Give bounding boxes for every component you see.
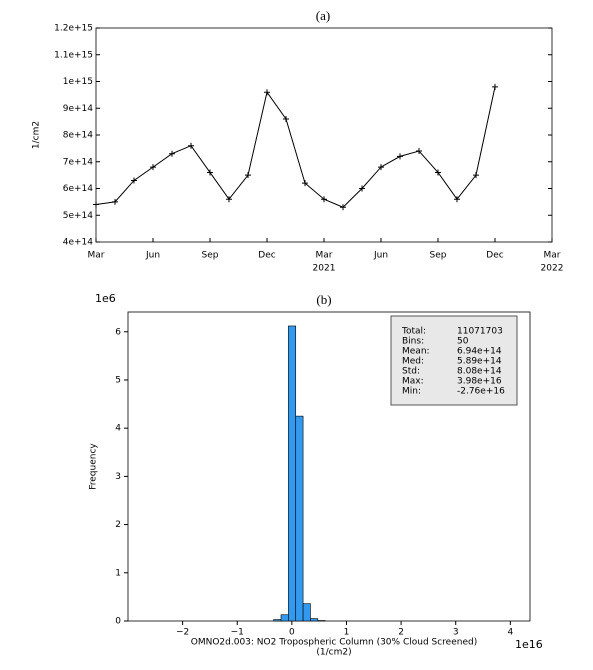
x-tick-label: Dec: [258, 251, 275, 261]
data-marker: [302, 180, 308, 187]
x-tick-label: Mar: [88, 251, 105, 261]
y-tick-label: 2: [115, 520, 121, 530]
plot-frame: [95, 27, 553, 243]
y-tick-label: 1.2e+15: [54, 24, 93, 34]
stats-label: Max:: [402, 377, 424, 387]
data-marker: [112, 198, 118, 205]
data-marker: [454, 196, 460, 203]
y-tick-label: 4: [115, 424, 121, 434]
x-tick-label: 0: [289, 628, 295, 638]
x-year-label: 2022: [541, 264, 564, 274]
bar: [273, 619, 282, 622]
stats-label: Min:: [402, 387, 421, 397]
stats-label: Bins:: [402, 337, 424, 347]
data-marker: [492, 83, 498, 90]
bar: [310, 618, 319, 622]
x-axis-label: (1/cm2): [316, 648, 351, 658]
data-marker: [93, 201, 99, 208]
y-axis-label: Frequency: [89, 443, 99, 490]
y-tick-label: 1.1e+15: [54, 50, 93, 60]
bar: [288, 325, 297, 622]
data-marker: [169, 150, 175, 157]
bar: [295, 415, 304, 622]
stats-value: 50: [457, 337, 469, 347]
data-marker: [321, 196, 327, 203]
x-offset-label: 1e16: [515, 638, 543, 651]
stats-value: 11071703: [457, 327, 503, 337]
x-axis-label: OMNO2d.003: NO2 Tropospheric Column (30%…: [191, 638, 477, 648]
data-marker: [226, 196, 232, 203]
data-marker: [150, 164, 156, 171]
y-tick-label: 1e+15: [63, 77, 93, 87]
data-marker: [473, 172, 479, 179]
x-tick-label: 2: [398, 628, 404, 638]
x-tick-label: Sep: [430, 251, 447, 261]
stats-label: Std:: [402, 367, 420, 377]
stats-value: -2.76e+16: [457, 387, 505, 397]
x-year-label: 2021: [313, 264, 336, 274]
y-offset-label: 1e6: [95, 292, 116, 305]
x-tick-label: −2: [176, 628, 189, 638]
stats-box: [390, 315, 518, 406]
bar: [302, 603, 311, 622]
x-tick-label: Mar: [316, 251, 333, 261]
y-tick-label: 7e+14: [63, 157, 94, 167]
data-marker: [245, 172, 251, 179]
x-tick-label: 4: [507, 628, 513, 638]
x-tick-label: Dec: [486, 251, 503, 261]
plot-frame: [127, 311, 531, 622]
data-marker: [264, 89, 270, 96]
x-tick-label: Jun: [145, 251, 160, 261]
data-line: [95, 86, 496, 208]
stats-value: 8.08e+14: [457, 367, 502, 377]
data-marker: [131, 177, 137, 184]
chart-title: (a): [316, 8, 330, 23]
x-tick-label: 1: [344, 628, 350, 638]
data-marker: [283, 115, 289, 122]
y-tick-label: 5e+14: [63, 211, 94, 221]
x-tick-label: −1: [231, 628, 244, 638]
y-tick-label: 6: [115, 327, 121, 337]
data-marker: [397, 153, 403, 160]
data-marker: [359, 185, 365, 192]
data-marker: [340, 204, 346, 211]
bar: [280, 614, 289, 622]
data-marker: [416, 148, 422, 155]
x-tick-label: Mar: [544, 251, 561, 261]
x-tick-label: Sep: [202, 251, 219, 261]
y-tick-label: 1: [115, 568, 121, 578]
x-tick-label: 3: [453, 628, 459, 638]
stats-value: 6.94e+14: [457, 347, 502, 357]
data-marker: [188, 142, 194, 149]
x-tick-label: Jun: [373, 251, 388, 261]
y-tick-label: 4e+14: [63, 238, 94, 248]
stats-label: Total:: [401, 327, 426, 337]
y-tick-label: 0: [115, 617, 121, 627]
y-tick-label: 5: [115, 375, 121, 385]
y-tick-label: 6e+14: [63, 184, 94, 194]
stats-value: 3.98e+16: [457, 377, 502, 387]
y-tick-label: 8e+14: [63, 131, 94, 141]
y-tick-label: 9e+14: [63, 104, 94, 114]
stats-label: Mean:: [402, 347, 430, 357]
y-tick-label: 3: [115, 472, 121, 482]
data-marker: [207, 169, 213, 176]
data-marker: [435, 169, 441, 176]
stats-label: Med:: [402, 357, 424, 367]
y-axis-label: 1/cm2: [32, 121, 42, 149]
data-marker: [378, 164, 384, 171]
chart-title: (b): [316, 292, 331, 307]
stats-value: 5.89e+14: [457, 357, 502, 367]
